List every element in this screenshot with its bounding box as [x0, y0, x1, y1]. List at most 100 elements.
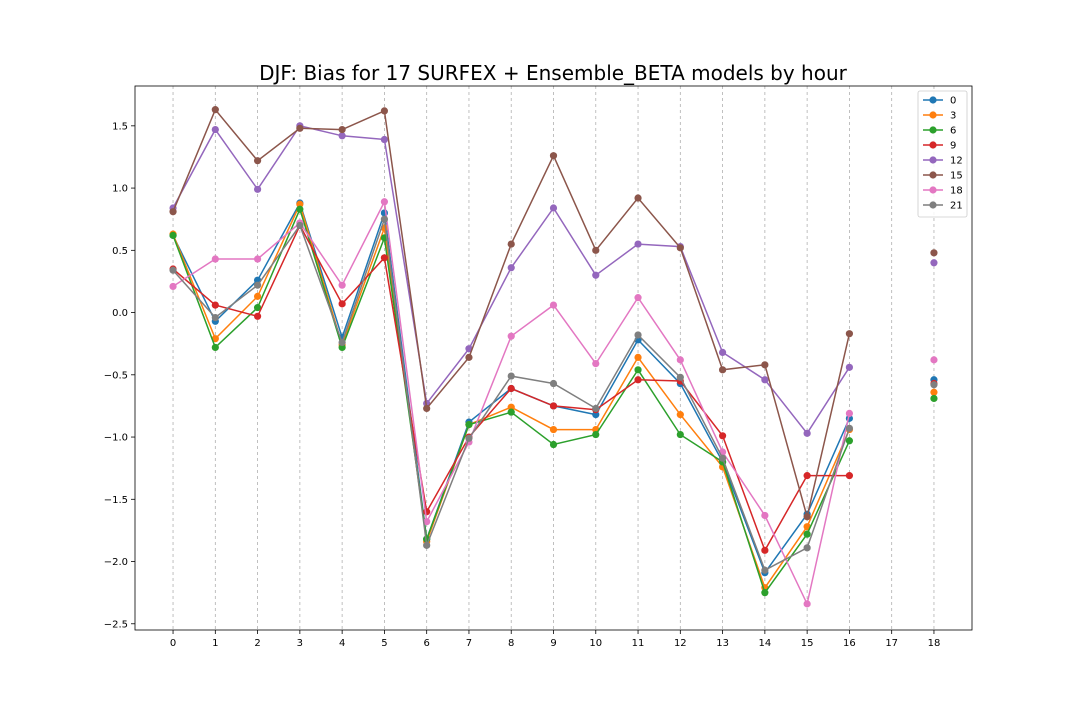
legend-label: 9 [950, 141, 956, 152]
data-point [465, 434, 473, 442]
data-point [296, 221, 304, 230]
x-tick-label: 11 [632, 638, 645, 649]
data-point [211, 255, 219, 263]
legend-label: 6 [950, 126, 956, 137]
data-point [380, 215, 389, 223]
legend-item: 6 [923, 126, 956, 137]
x-tick-label: 12 [674, 638, 687, 649]
data-point [634, 353, 642, 361]
x-tick-label: 0 [170, 638, 176, 649]
data-point [930, 394, 938, 403]
data-point [296, 205, 304, 213]
legend: 0 3 6 9 12 15 18 21 [917, 90, 968, 218]
data-point [592, 411, 600, 419]
data-point [211, 343, 219, 352]
data-point [338, 343, 346, 352]
legend-item: 9 [923, 141, 956, 152]
x-tick-label: 8 [508, 638, 514, 649]
data-point [211, 335, 219, 343]
legend-marker [929, 96, 937, 104]
data-point [507, 384, 515, 393]
legend-label: 0 [950, 96, 956, 107]
x-tick-label: 3 [297, 638, 303, 649]
x-tick-label: 18 [928, 638, 941, 649]
data-point [423, 535, 431, 543]
legend-label: 18 [950, 186, 963, 197]
legend-item: 15 [923, 171, 963, 182]
x-tick-label: 2 [254, 638, 260, 649]
data-point [211, 125, 219, 134]
data-point [718, 454, 727, 462]
data-point [634, 240, 642, 248]
legend-marker [929, 186, 937, 194]
data-point [507, 372, 515, 380]
x-tick-label: 7 [466, 638, 472, 649]
legend-marker [929, 156, 937, 164]
data-point [338, 281, 346, 289]
data-point [338, 132, 346, 140]
data-point [845, 409, 854, 417]
series-21 [169, 215, 938, 574]
data-point [380, 254, 389, 262]
legend-label: 3 [950, 111, 956, 122]
data-point [634, 294, 642, 302]
data-point [761, 566, 769, 574]
data-point [549, 440, 558, 449]
data-point [380, 107, 389, 115]
legend-label: 15 [950, 171, 963, 182]
data-point [507, 408, 515, 416]
data-point [803, 530, 811, 538]
data-point [423, 518, 431, 526]
legend-marker [929, 141, 937, 149]
data-point [380, 135, 389, 144]
data-point [338, 300, 346, 308]
data-point [549, 402, 558, 410]
data-point [465, 345, 473, 353]
data-point [761, 511, 769, 520]
axes: 0 1 2 3 4 5 6 7 8 9 10 11 12 13 14 15 16 17 181.51.00.50.0… [104, 85, 973, 649]
y-tick-label: 0.0 [112, 308, 128, 319]
data-point [253, 157, 262, 165]
legend-item: 21 [923, 201, 963, 212]
series-lines [169, 106, 938, 608]
data-point [634, 366, 642, 374]
data-point [803, 513, 811, 521]
x-tick-label: 10 [589, 638, 602, 649]
data-point [803, 600, 811, 608]
data-point [845, 330, 854, 338]
data-point [549, 379, 558, 388]
data-point [423, 508, 431, 516]
series-15 [169, 106, 938, 521]
x-tick-label: 15 [801, 638, 814, 649]
data-point [465, 420, 473, 429]
data-point [676, 244, 684, 252]
x-tick-label: 14 [758, 638, 771, 649]
data-point [338, 338, 346, 347]
data-point [507, 332, 515, 340]
chart-title: DJF: Bias for 17 SURFEX + Ensemble_BETA … [259, 61, 848, 85]
data-point [253, 185, 262, 193]
data-point [845, 472, 854, 480]
data-point [930, 356, 938, 364]
x-tick-label: 4 [339, 638, 345, 649]
data-point [634, 376, 642, 384]
y-tick-label: −1.5 [104, 495, 128, 506]
data-point [169, 231, 177, 239]
y-tick-label: 1.0 [112, 184, 128, 195]
data-point [930, 249, 938, 257]
legend-marker [929, 171, 937, 179]
data-point [845, 363, 854, 371]
data-point [718, 348, 727, 356]
data-point [423, 541, 431, 549]
grid-lines [172, 86, 935, 630]
x-tick-label: 13 [716, 638, 729, 649]
data-point [211, 106, 219, 114]
data-point [930, 388, 938, 396]
data-point [676, 356, 684, 364]
data-point [380, 198, 389, 206]
data-point [211, 313, 219, 322]
data-point [380, 209, 389, 217]
